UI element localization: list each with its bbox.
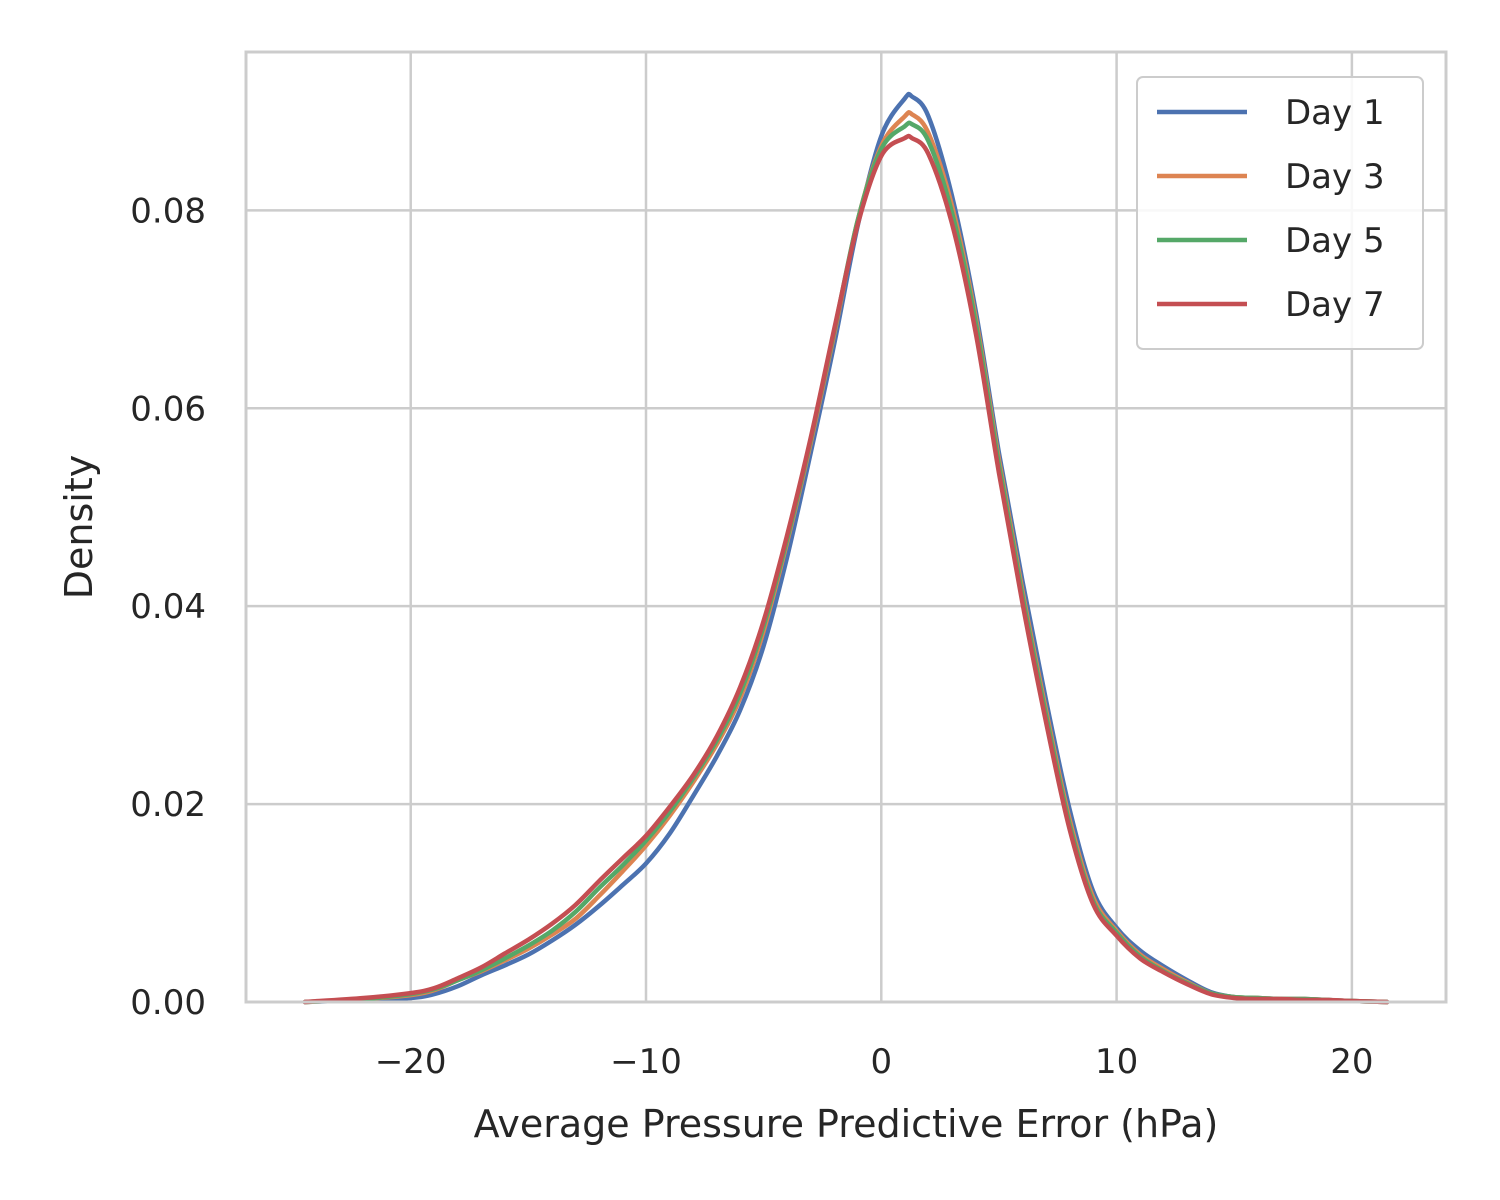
y-tick-label: 0.00 bbox=[130, 983, 206, 1023]
plot-frame bbox=[244, 50, 1448, 1004]
legend-label: Day 5 bbox=[1285, 221, 1385, 261]
y-tick-label: 0.08 bbox=[130, 191, 206, 231]
legend: Day 1 Day 3 Day 5 Day 7 bbox=[1136, 76, 1424, 350]
series-line-day-7 bbox=[302, 133, 1390, 1005]
y-tick-label: 0.04 bbox=[130, 587, 206, 627]
y-tick-label: 0.06 bbox=[130, 389, 206, 429]
x-tick-label: −20 bbox=[375, 1042, 447, 1082]
y-tick-label: 0.02 bbox=[130, 785, 206, 825]
legend-label: Day 1 bbox=[1285, 93, 1385, 133]
x-tick-label: −10 bbox=[610, 1042, 682, 1082]
y-axis-label: Density bbox=[57, 455, 101, 599]
x-axis-label: Average Pressure Predictive Error (hPa) bbox=[474, 1102, 1219, 1146]
x-tick-label: 20 bbox=[1330, 1042, 1373, 1082]
legend-label: Day 3 bbox=[1285, 157, 1385, 197]
legend-box bbox=[1136, 76, 1424, 350]
y-tick-labels: 0.00 0.02 0.04 0.06 0.08 bbox=[130, 191, 206, 1023]
legend-label: Day 7 bbox=[1285, 285, 1385, 325]
x-tick-label: 10 bbox=[1095, 1042, 1138, 1082]
series-lines bbox=[302, 91, 1390, 1005]
x-tick-labels: −20 −10 0 10 20 bbox=[375, 1042, 1374, 1082]
x-tick-label: 0 bbox=[870, 1042, 892, 1082]
